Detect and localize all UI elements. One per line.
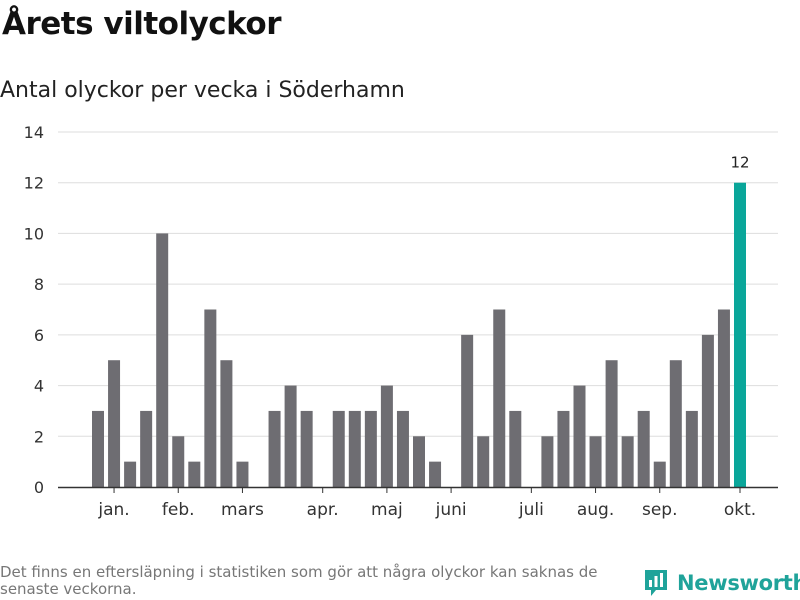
x-tick-label: jan.	[97, 500, 129, 520]
bar	[220, 360, 233, 487]
chart-subtitle: Antal olyckor per vecka i Söderhamn	[0, 78, 405, 103]
data-label: 12	[730, 154, 749, 172]
x-tick-label: maj	[371, 500, 403, 520]
y-tick-label: 4	[34, 377, 44, 396]
bar	[380, 385, 393, 487]
bar	[268, 410, 281, 487]
bar	[573, 385, 586, 487]
bar	[140, 410, 153, 487]
y-tick-label: 14	[24, 123, 44, 142]
bar	[348, 410, 361, 487]
x-tick-label: sep.	[642, 500, 678, 520]
bar	[637, 410, 650, 487]
chart-title: Årets viltolyckor	[2, 6, 282, 42]
x-tick-label: okt.	[724, 500, 756, 520]
x-tick-label: aug.	[577, 500, 614, 520]
bar	[621, 436, 634, 487]
bar	[557, 410, 570, 487]
bar	[172, 436, 185, 487]
x-tick-label: juni	[435, 500, 467, 520]
bar-chart: 0 2 4 6 8 10 12 14 12 jan. feb. mars apr. maj juni juli…	[24, 123, 778, 520]
bar	[685, 410, 698, 487]
bar	[701, 334, 714, 487]
x-tick-label: feb.	[162, 500, 195, 520]
bar	[364, 410, 377, 487]
bar	[477, 436, 490, 487]
bar	[429, 461, 442, 487]
bar-chart-speech-bubble-icon	[645, 570, 667, 596]
y-tick-label: 12	[24, 174, 44, 193]
brand-logo: Newsworthy	[643, 568, 800, 598]
x-tick-label: juli	[518, 500, 544, 520]
y-tick-label: 6	[34, 326, 44, 345]
bar	[124, 461, 137, 487]
bar-highlight	[734, 182, 746, 487]
bar	[92, 410, 104, 487]
bar	[605, 360, 618, 487]
y-tick-label: 8	[34, 275, 44, 294]
bar	[461, 334, 474, 487]
bar	[509, 410, 522, 487]
bar	[493, 309, 506, 487]
bar	[156, 233, 169, 487]
bar	[717, 309, 730, 487]
y-tick-label: 0	[34, 478, 44, 497]
bar	[669, 360, 682, 487]
bar	[284, 385, 297, 487]
bar	[589, 436, 602, 487]
bar	[396, 410, 409, 487]
x-tick-label: mars	[221, 500, 264, 520]
y-tick-label: 2	[34, 427, 44, 446]
bar	[541, 436, 554, 487]
bar	[413, 436, 425, 487]
y-tick-label: 10	[24, 224, 44, 243]
bar	[236, 461, 249, 487]
bar	[204, 309, 217, 487]
x-tick-label: apr.	[307, 500, 339, 520]
bar	[188, 461, 201, 487]
brand-name: Newsworthy	[677, 571, 800, 595]
bar	[653, 461, 666, 487]
footnote: Det finns en eftersläpning i statistiken…	[0, 563, 598, 598]
bar	[300, 410, 313, 487]
bar	[332, 410, 345, 487]
bar	[108, 360, 121, 487]
